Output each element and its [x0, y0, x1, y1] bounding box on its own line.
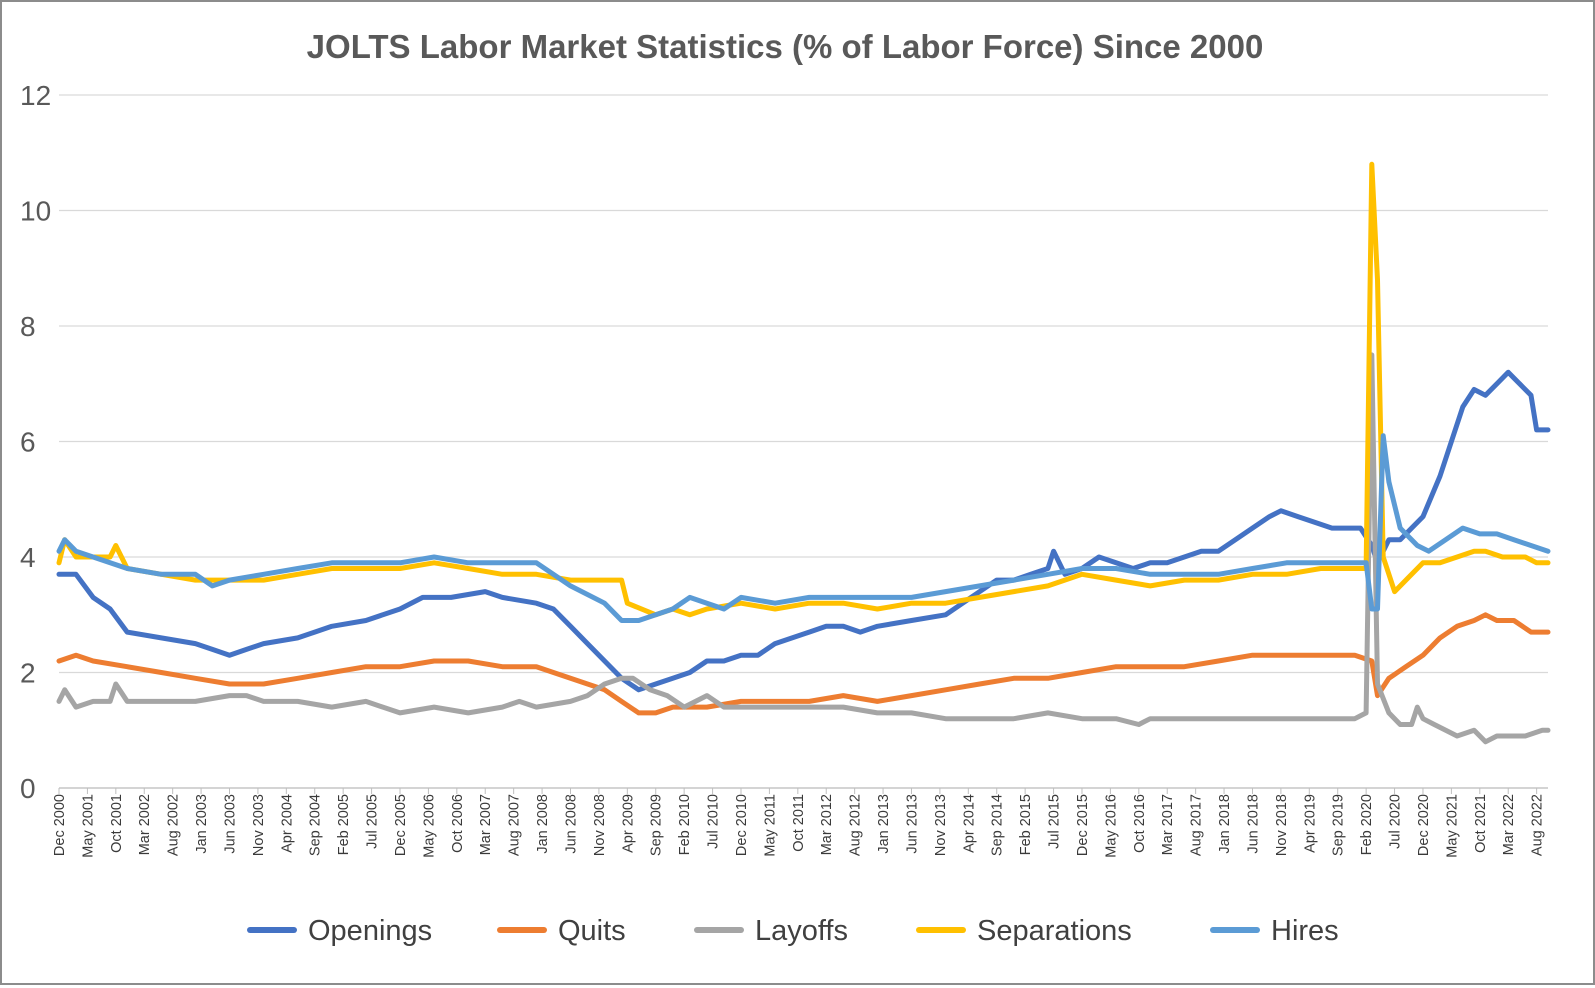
- x-tick-label: Jan 2008: [535, 794, 551, 854]
- y-tick-label: 8: [20, 311, 36, 342]
- y-tick-label: 10: [20, 196, 51, 227]
- x-tick-label: Apr 2019: [1302, 794, 1318, 853]
- x-tick-label: Apr 2009: [620, 794, 636, 853]
- y-axis-ticks: 0 2 4 6 8 10 12: [20, 80, 51, 804]
- series-line-quits: [56, 612, 1551, 716]
- x-tick-label: Oct 2016: [1132, 794, 1148, 853]
- x-tick-label: Jul 2005: [365, 794, 381, 849]
- legend-label-separations: Separations: [977, 915, 1132, 947]
- legend: Openings Quits Layoffs Separations Hires: [247, 915, 1339, 947]
- x-tick-label: Apr 2014: [961, 794, 977, 853]
- x-tick-label: Jun 2013: [904, 794, 920, 854]
- x-tick-label: Mar 2002: [137, 794, 153, 855]
- series-lines: [56, 161, 1551, 745]
- x-tick-label: Feb 2015: [1018, 794, 1034, 855]
- x-tick-label: Oct 2006: [450, 794, 466, 853]
- x-tick-label: Nov 2003: [251, 794, 267, 856]
- y-tick-label: 4: [20, 542, 36, 573]
- x-tick-label: Sep 2004: [308, 794, 324, 856]
- x-tick-label: Jul 2015: [1047, 794, 1063, 849]
- x-tick-label: Aug 2022: [1530, 794, 1546, 856]
- series-line-openings: [56, 369, 1551, 693]
- x-tick-label: Oct 2001: [109, 794, 125, 853]
- legend-label-openings: Openings: [308, 915, 432, 947]
- x-tick-label: Jul 2020: [1388, 794, 1404, 849]
- x-tick-label: Oct 2011: [791, 794, 807, 852]
- x-tick-label: Mar 2012: [819, 794, 835, 855]
- legend-label-hires: Hires: [1271, 915, 1339, 947]
- x-tick-label: Nov 2008: [592, 794, 608, 856]
- x-tick-label: Oct 2021: [1473, 794, 1489, 853]
- series-line-hires: [56, 433, 1551, 623]
- x-tick-label: Nov 2013: [933, 794, 949, 856]
- chart-title: JOLTS Labor Market Statistics (% of Labo…: [307, 28, 1264, 65]
- x-tick-label: Sep 2014: [990, 794, 1006, 856]
- x-tick-label: Jun 2008: [563, 794, 579, 854]
- x-tick-label: Dec 2015: [1075, 794, 1091, 856]
- x-tick-label: Jan 2003: [194, 794, 210, 854]
- x-tick-label: May 2021: [1444, 794, 1460, 858]
- x-tick-label: Aug 2002: [166, 794, 182, 856]
- x-tick-label: May 2001: [80, 794, 96, 858]
- x-tick-label: Feb 2005: [336, 794, 352, 855]
- x-tick-label: Jan 2013: [876, 794, 892, 854]
- x-tick-label: Nov 2018: [1274, 794, 1290, 856]
- x-tick-label: Mar 2007: [478, 794, 494, 855]
- x-axis: Dec 2000 May 2001 Oct 2001 Mar 2002 Aug 2002…: [52, 787, 1548, 858]
- x-tick-label: May 2016: [1103, 794, 1119, 858]
- x-tick-label: Mar 2017: [1160, 794, 1176, 855]
- x-tick-label: Feb 2010: [677, 794, 693, 855]
- x-tick-label: Jun 2003: [222, 794, 238, 854]
- x-tick-label: Dec 2005: [393, 794, 409, 856]
- y-tick-label: 12: [20, 80, 51, 111]
- x-tick-label: Mar 2022: [1501, 794, 1517, 855]
- x-tick-label: Dec 2010: [734, 794, 750, 856]
- y-tick-label: 0: [20, 773, 36, 804]
- y-gridlines: [59, 94, 1548, 789]
- x-tick-label: Jul 2010: [706, 794, 722, 849]
- x-tick-label: Jun 2018: [1245, 794, 1261, 854]
- x-tick-label: Aug 2007: [507, 794, 523, 856]
- series-line-layoffs: [56, 352, 1551, 745]
- x-tick-label: Dec 2000: [52, 794, 68, 856]
- series-line-separations: [56, 161, 1551, 618]
- y-tick-label: 6: [20, 427, 36, 458]
- y-tick-label: 2: [20, 658, 36, 689]
- x-tick-label: Sep 2019: [1331, 794, 1347, 856]
- x-tick-label: Aug 2017: [1189, 794, 1205, 856]
- x-tick-label: Sep 2009: [649, 794, 665, 856]
- x-tick-label: Apr 2004: [279, 794, 295, 853]
- x-tick-label: Aug 2012: [848, 794, 864, 856]
- legend-label-layoffs: Layoffs: [755, 915, 848, 947]
- x-tick-label: Dec 2020: [1416, 794, 1432, 856]
- x-tick-label: May 2006: [421, 794, 437, 858]
- x-tick-label: May 2011: [762, 794, 778, 857]
- x-tick-label: Feb 2020: [1359, 794, 1375, 855]
- x-tick-label: Jan 2018: [1217, 794, 1233, 854]
- legend-label-quits: Quits: [558, 915, 626, 947]
